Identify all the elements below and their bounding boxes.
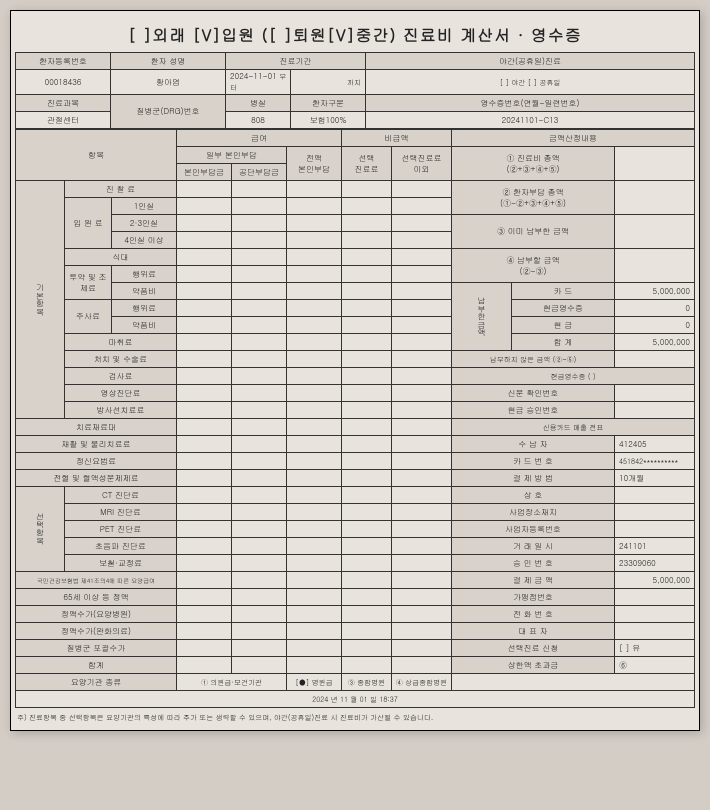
patient-name: 황아엽 <box>111 70 226 95</box>
calc-3: ③ 이미 납부한 금액 <box>452 215 615 249</box>
col-fullself: 전액 본인부담 <box>287 147 342 181</box>
col-selcare: 선택 진료료 <box>342 147 392 181</box>
payer-v: 412405 <box>615 436 695 453</box>
idconfirm-l: 신분 확인번호 <box>452 385 615 402</box>
telno-l: 전 화 번 호 <box>452 606 615 623</box>
apprno-v: 23309060 <box>615 555 695 572</box>
dept-label: 진료과목 <box>16 95 111 112</box>
calc-1: ① 진료비 총액 (②+③+④+⑤) <box>452 147 615 181</box>
col-partial: 일부 본인부담 <box>177 147 287 164</box>
rcpt-no-label: 영수증번호(연월-일련번호) <box>366 95 695 112</box>
payamt-v: 5,000,000 <box>615 572 695 589</box>
patient-name-label: 환자 성명 <box>111 53 226 70</box>
overlimit-v: ⑥ <box>615 657 695 674</box>
col-self: 본인부담금 <box>177 164 232 181</box>
paymethod-v: 10개월 <box>615 470 695 487</box>
rcpt-no: 20241101-C13 <box>366 112 695 129</box>
col-corp: 공단부담금 <box>232 164 287 181</box>
col-nogub: 비급액 <box>342 130 452 147</box>
pay-group: 납부한금액 <box>452 283 512 351</box>
night-val: [ ] 야간 [ ] 공휴일 <box>366 70 695 95</box>
cardno-v: 451842********** <box>615 453 695 470</box>
selcare-req-l: 선택진료 신청 <box>452 640 615 657</box>
payamt-l: 결 제 금 액 <box>452 572 615 589</box>
pay-cashrcpt-v: 0 <box>615 300 695 317</box>
ptype-label: 환자구분 <box>291 95 366 112</box>
pay-sum-l: 합 계 <box>512 334 615 351</box>
main-grid: 항목 급여 비급액 금액산정내용 일부 본인부담 전액 본인부담 선택 진료료 … <box>15 129 695 708</box>
ward: 808 <box>226 112 291 129</box>
period-label: 진료기간 <box>226 53 366 70</box>
merchant-l: 상 호 <box>452 487 615 504</box>
footnote: 주) 진료항목 중 선택항목은 요양기관의 특성에 따라 추가 또는 생략할 수… <box>15 708 695 726</box>
bizaddr-l: 사업장소재지 <box>452 504 615 521</box>
ceo-l: 대 표 자 <box>452 623 615 640</box>
patient-id-label: 환자등록번호 <box>16 53 111 70</box>
basic-group: 기본항목 <box>16 181 65 419</box>
txndate-v: 241101 <box>615 538 695 555</box>
doc-title: [ ]외래 [V]입원 ([ ]퇴원[V]중간) 진료비 계산서 · 영수증 <box>15 15 695 52</box>
pay-cash-l: 현 금 <box>512 317 615 334</box>
col-calc: 금액산정내용 <box>452 130 695 147</box>
patient-id: 00018436 <box>16 70 111 95</box>
unpaid-l: 납부하지 않은 금액 (②-⑤) <box>452 351 615 368</box>
memberno-l: 가맹점번호 <box>452 589 615 606</box>
bizno-l: 사업자등록번호 <box>452 521 615 538</box>
ccslip-hdr: 신용카드 매출 전표 <box>452 419 695 436</box>
night-label: 야간(공휴일)진료 <box>366 53 695 70</box>
pay-cashrcpt-l: 현금영수증 <box>512 300 615 317</box>
cashrcpt-hdr: 현금영수증 ( ) <box>452 368 695 385</box>
paymethod-l: 결 제 방 법 <box>452 470 615 487</box>
selcare-req-v: [ ] 유 <box>615 640 695 657</box>
cardno-l: 카 드 번 호 <box>452 453 615 470</box>
txndate-l: 거 래 일 시 <box>452 538 615 555</box>
r-jinchal: 진 찰 료 <box>65 181 177 198</box>
col-gub: 급여 <box>177 130 342 147</box>
drg-label: 질병군(DRG)번호 <box>111 95 226 129</box>
sel-group: 선택항목 <box>16 487 65 572</box>
calc-2: ② 환자부담 총액 (①-②+③+④+⑤) <box>452 181 615 215</box>
overlimit-l: 상한액 초과금 <box>452 657 615 674</box>
calc-4: ④ 납부할 금액 (②-③) <box>452 249 615 283</box>
apprno-l: 승 인 번 호 <box>452 555 615 572</box>
receipt-sheet: [ ]외래 [V]입원 ([ ]퇴원[V]중간) 진료비 계산서 · 영수증 환… <box>10 10 700 731</box>
pay-card-l: 카 드 <box>512 283 615 300</box>
period-from: 2024-11-01 <box>230 71 277 82</box>
payer-l: 수 납 자 <box>452 436 615 453</box>
issue-date: 2024 년 11 월 01 일 18:37 <box>16 691 695 708</box>
dept: 관절센터 <box>16 112 111 129</box>
ptype: 보험100% <box>291 112 366 129</box>
col-selcare-other: 선택진료료 이외 <box>392 147 452 181</box>
pay-cash-v: 0 <box>615 317 695 334</box>
period-to: 까지 <box>291 70 366 95</box>
pay-card-v: 5,000,000 <box>615 283 695 300</box>
cashappr-l: 현금 승인번호 <box>452 402 615 419</box>
r-ipwon: 입 원 료 <box>65 198 112 249</box>
header-table: 환자등록번호 환자 성명 진료기간 야간(공휴일)진료 00018436 황아엽… <box>15 52 695 129</box>
col-item: 항목 <box>16 130 177 181</box>
ward-label: 병실 <box>226 95 291 112</box>
pay-sum-v: 5,000,000 <box>615 334 695 351</box>
inst-type: 요양기관 종류 <box>16 674 177 691</box>
